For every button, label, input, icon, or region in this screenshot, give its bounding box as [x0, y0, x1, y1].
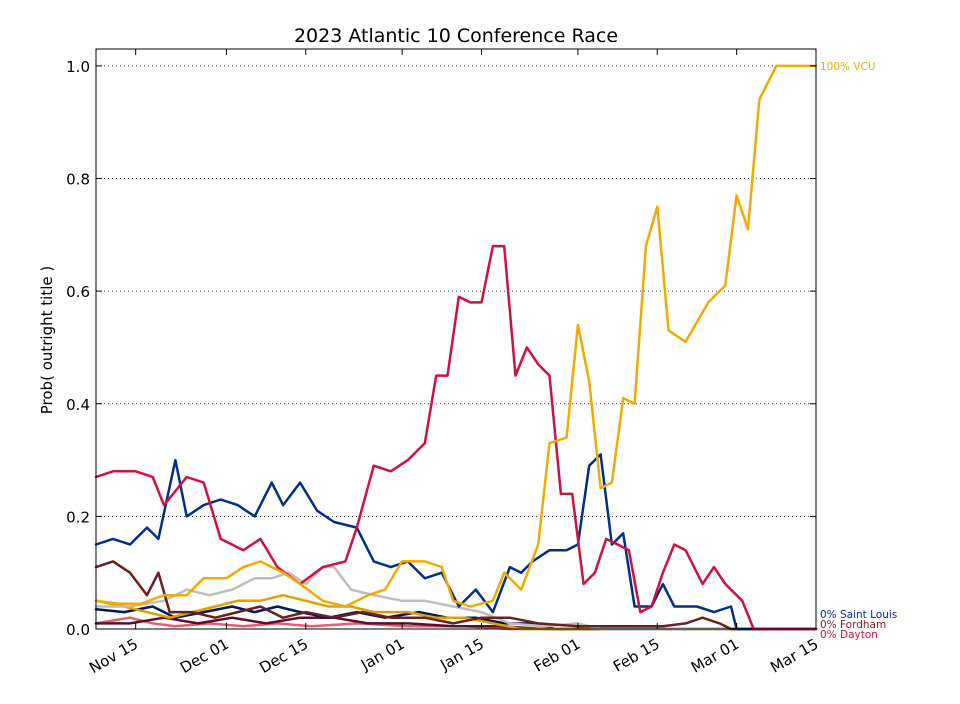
y-tick-label: 0.4 [66, 396, 90, 414]
series-line-dayton [94, 244, 818, 631]
x-tick-label: Jan 01 [357, 635, 408, 675]
y-tick-label: 0.2 [66, 508, 90, 526]
x-tick-label: Jan 15 [436, 635, 487, 675]
y-tick-label: 0.0 [66, 621, 90, 639]
x-tick-label: Dec 01 [177, 635, 232, 677]
end-label: 0% Dayton [820, 629, 878, 641]
axis-ticks: 0.0 0.2 0.4 0.6 0.8 1.0 Nov 15 Dec 01 Dec 15 Jan … [66, 49, 821, 677]
x-tick-label: Mar 01 [688, 635, 742, 677]
x-tick-label: Feb 01 [531, 635, 584, 676]
end-label: 100% VCU [820, 61, 876, 73]
y-tick-label: 0.6 [66, 283, 90, 301]
series-line [94, 565, 818, 631]
y-axis-label: Prob( outright title ) [38, 266, 56, 414]
x-tick-label: Nov 15 [86, 635, 141, 677]
plot-frame [95, 48, 817, 630]
end-label: 0% Fordham [820, 619, 886, 631]
y-tick-label: 0.8 [66, 171, 90, 189]
gridlines [96, 65, 816, 517]
x-tick-label: Dec 15 [256, 635, 311, 677]
x-tick-label: Feb 15 [610, 635, 663, 676]
series-line-vcu [94, 64, 818, 608]
end-label: 0% Saint Louis [820, 609, 897, 621]
series-line-fordham [94, 560, 818, 631]
x-tick-label: Mar 15 [767, 635, 821, 677]
series-lines [94, 64, 818, 631]
chart-title: 2023 Atlantic 10 Conference Race [294, 25, 618, 47]
y-tick-label: 1.0 [66, 58, 90, 76]
series-line [94, 593, 818, 631]
